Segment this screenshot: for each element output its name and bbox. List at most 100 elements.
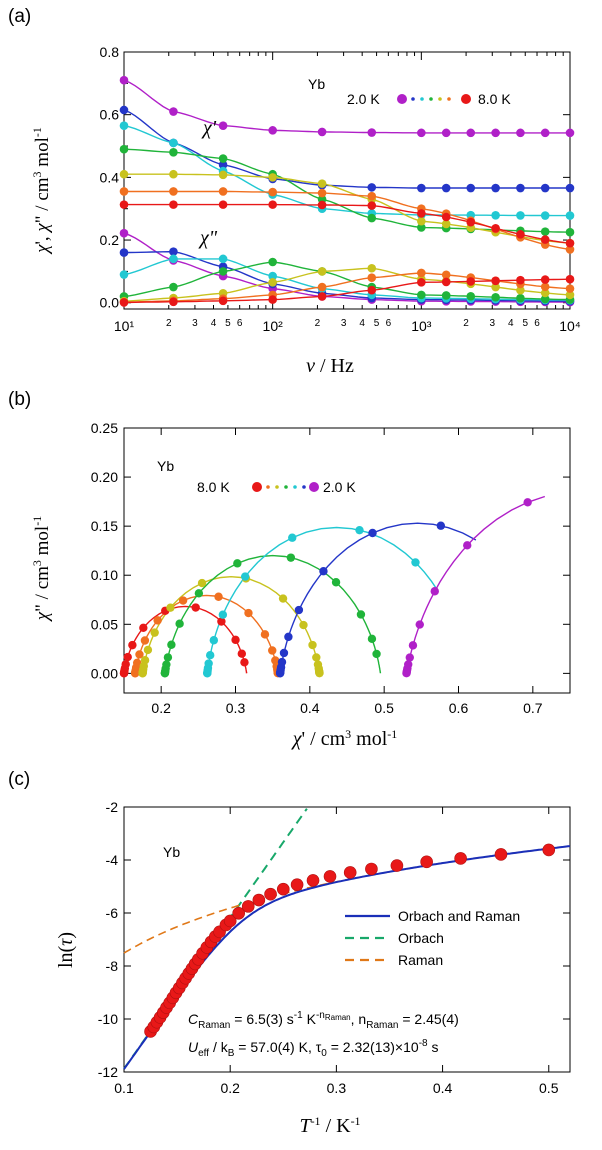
legend-a-dot: [461, 94, 471, 104]
chi-prime-point: [317, 188, 327, 198]
chi-double-prime-point: [268, 257, 277, 267]
chi-prime-point: [565, 227, 575, 237]
cole-cole-point: [312, 653, 321, 662]
chi-double-prime-point: [119, 270, 129, 279]
chi-double-prime-point: [491, 276, 500, 286]
cole-cole-point: [430, 587, 439, 596]
x-tick-label-c: 0.2: [220, 1080, 240, 1096]
x-minor-label-a: 6: [534, 318, 540, 329]
chi-prime-point: [466, 128, 476, 138]
chi-prime-point: [491, 183, 500, 193]
cole-cole-point: [121, 660, 130, 669]
eq2-U-sub: eff: [198, 1048, 209, 1059]
cole-cole-point: [178, 596, 188, 605]
x-tick-label-a: 10³: [411, 318, 432, 334]
cole-cole-point: [279, 648, 289, 658]
legend-a-gradient-dots: [397, 94, 471, 104]
ln-tau-point: [390, 859, 404, 872]
x-tick-label-b: 0.7: [523, 700, 543, 716]
y-tick-label-c: -8: [106, 958, 119, 974]
y-axis-label-b: χ" / cm3 mol-1: [30, 516, 53, 622]
cole-cole-point: [194, 589, 204, 598]
chi-prime-point: [466, 183, 476, 193]
chi-prime-point: [367, 128, 377, 137]
cole-cole-point: [260, 630, 270, 639]
chi-prime-point: [367, 201, 377, 210]
ln-tau-point: [241, 900, 255, 913]
legend-b-dot: [309, 482, 319, 492]
annotation-material-a: Yb: [308, 76, 325, 92]
chi-double-prime-point: [466, 277, 476, 286]
chi-prime-point: [218, 160, 228, 170]
cole-cole-point: [218, 610, 228, 619]
legend-b-dot: [266, 485, 270, 489]
eq1-c-sub: Raman: [198, 1020, 230, 1031]
x-minor-label-a: 2: [166, 318, 172, 329]
x-tick-label-b: 0.2: [151, 700, 171, 716]
eq1-K-exp: -n: [316, 1010, 325, 1021]
panel-label-b: (b): [8, 389, 31, 410]
x-minor-label-a: 4: [359, 318, 365, 329]
chi-double-prime-point: [367, 273, 377, 282]
cole-cole-point: [209, 636, 219, 645]
cole-cole-point: [299, 620, 308, 630]
chi-prime-point: [491, 128, 500, 138]
eq1-K-exp-sub: Raman: [325, 1013, 351, 1022]
chi-prime-line: [123, 109, 570, 189]
orbach-raman-fit-line: [123, 845, 571, 1070]
chi-prime-line: [124, 203, 571, 244]
chi-prime-point: [367, 183, 377, 192]
cole-cole-point: [372, 649, 381, 659]
cole-cole-point: [135, 650, 144, 659]
legend-c: Orbach and Raman Orbach Raman: [345, 908, 520, 968]
cole-cole-point: [278, 594, 288, 603]
plot-frame-a: [123, 51, 571, 310]
cole-cole-point: [231, 635, 240, 645]
cole-cole-point: [167, 640, 176, 649]
cole-cole-point: [204, 659, 213, 668]
legend-a-dot: [397, 94, 407, 104]
cole-cole-fit: [164, 554, 382, 674]
x-tick-label-c: 0.1: [114, 1080, 134, 1096]
equation-raman: CRaman = 6.5(3) s-1 K-nRaman, nRaman = 2…: [188, 1010, 459, 1031]
x-minor-label-a: 2: [463, 318, 469, 329]
chi-double-prime-point: [169, 282, 178, 292]
eq1-s-exp: -1: [294, 1010, 303, 1021]
chi-prime-point: [491, 223, 500, 233]
legend-b-dot: [293, 485, 297, 489]
eq1-value: = 6.5(3) s: [230, 1011, 293, 1027]
eq2-value: = 57.0(4) K, τ: [234, 1039, 321, 1055]
panel-label-c: (c): [8, 769, 30, 790]
legend-b: 8.0 K 2.0 K: [197, 479, 356, 495]
chi-double-prime-point: [218, 267, 228, 276]
cole-cole-point: [123, 652, 132, 662]
chi-prime-point: [441, 212, 451, 222]
chi-prime-point: [218, 200, 228, 209]
chi-double-prime-point: [119, 228, 129, 238]
ln-tau-point: [223, 914, 237, 928]
chi-double-prime-point: [565, 274, 575, 284]
chi-prime-point: [516, 230, 525, 239]
chi-double-prime-point: [441, 277, 451, 287]
cole-cole-point: [284, 632, 293, 642]
x-axis-label-b: χ' / cm3 mol-1: [291, 727, 398, 750]
cole-cole-point: [240, 658, 249, 667]
eq1-K: K: [303, 1011, 317, 1027]
ln-tau-point: [454, 852, 467, 865]
cole-cole-point: [128, 640, 137, 650]
chi-prime-point: [417, 183, 426, 193]
ln-tau-point: [264, 887, 277, 901]
chi-prime-point: [417, 216, 426, 226]
eq1-c: C: [188, 1011, 199, 1027]
chi-prime-point: [119, 200, 129, 209]
chi-double-prime-point: [268, 278, 277, 287]
chi-prime-point: [169, 138, 178, 148]
ln-tau-point: [290, 878, 304, 891]
chi-prime-point: [417, 223, 426, 232]
cole-cole-point: [294, 605, 304, 615]
plot-frame-b: [123, 427, 571, 694]
y-tick-label-b: 0.25: [91, 420, 118, 436]
chi-prime-point: [441, 219, 451, 229]
